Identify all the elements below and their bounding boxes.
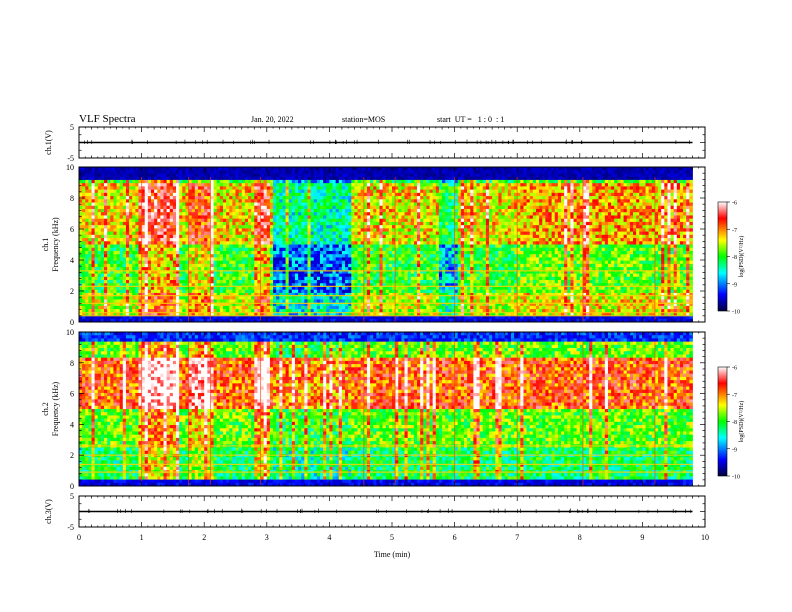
y-tick-label: 10 [66,328,74,337]
y-tick-label: 8 [70,359,74,368]
spectrogram-ch1 [79,167,693,323]
colorbar [717,201,728,312]
colorbar-label: log(PSD)(V²/Hz) [738,401,745,442]
y-axis-label: Frequency (kHz) [51,217,60,272]
x-tick-label: 3 [265,533,269,542]
y-axis-label: ch.1 [41,238,50,252]
y-tick-label: 4 [70,256,74,265]
colorbar-tick-label: -6 [732,366,737,372]
station-label: station=MOS [342,115,386,124]
y-tick-label: 5 [70,123,74,132]
x-tick-label: 9 [640,533,644,542]
x-tick-label: 2 [202,533,206,542]
colorbar-tick-label: -10 [732,475,740,481]
y-tick-label: 2 [70,451,74,460]
colorbar-tick-label: -8 [732,255,737,261]
x-tick-label: 7 [515,533,519,542]
y-axis-label: ch.3(V) [44,499,53,524]
colorbar-tick-label: -10 [732,310,740,316]
y-axis-label: Frequency (kHz) [51,381,60,436]
colorbar-tick-label: -9 [732,447,737,453]
start-time-label: start UT = 1 : 0 : 1 [437,115,505,124]
y-tick-label: 5 [70,492,74,501]
y-tick-label: -5 [67,523,74,532]
x-tick-label: 4 [327,533,331,542]
x-tick-label: 5 [390,533,394,542]
spectrogram-ch2 [79,332,693,487]
x-axis-label: Time (min) [374,550,411,559]
x-tick-label: 6 [453,533,457,542]
colorbar-tick-label: -7 [732,393,737,399]
y-tick-label: 10 [66,163,74,172]
x-tick-label: 10 [701,533,709,542]
colorbar-tick-label: -7 [732,228,737,234]
y-tick-label: 0 [70,482,74,491]
colorbar-tick-label: -6 [732,201,737,207]
x-tick-label: 0 [77,533,81,542]
y-tick-label: 6 [70,225,74,234]
y-axis-label: ch.2 [41,402,50,416]
y-tick-label: 4 [70,420,74,429]
figure-title: VLF Spectra [79,113,136,125]
colorbar [717,366,728,477]
date-label: Jan. 20, 2022 [251,115,294,124]
x-tick-label: 8 [578,533,582,542]
y-tick-label: 8 [70,194,74,203]
colorbar-tick-label: -8 [732,420,737,426]
y-tick-label: 0 [70,318,74,327]
y-tick-label: 6 [70,390,74,399]
colorbar-label: log(PSD)(V²/Hz) [738,236,745,277]
y-axis-label: ch.1(V) [44,130,53,155]
y-tick-label: -5 [67,154,74,163]
colorbar-tick-label: -9 [732,282,737,288]
y-tick-label: 2 [70,287,74,296]
x-tick-label: 1 [140,533,144,542]
